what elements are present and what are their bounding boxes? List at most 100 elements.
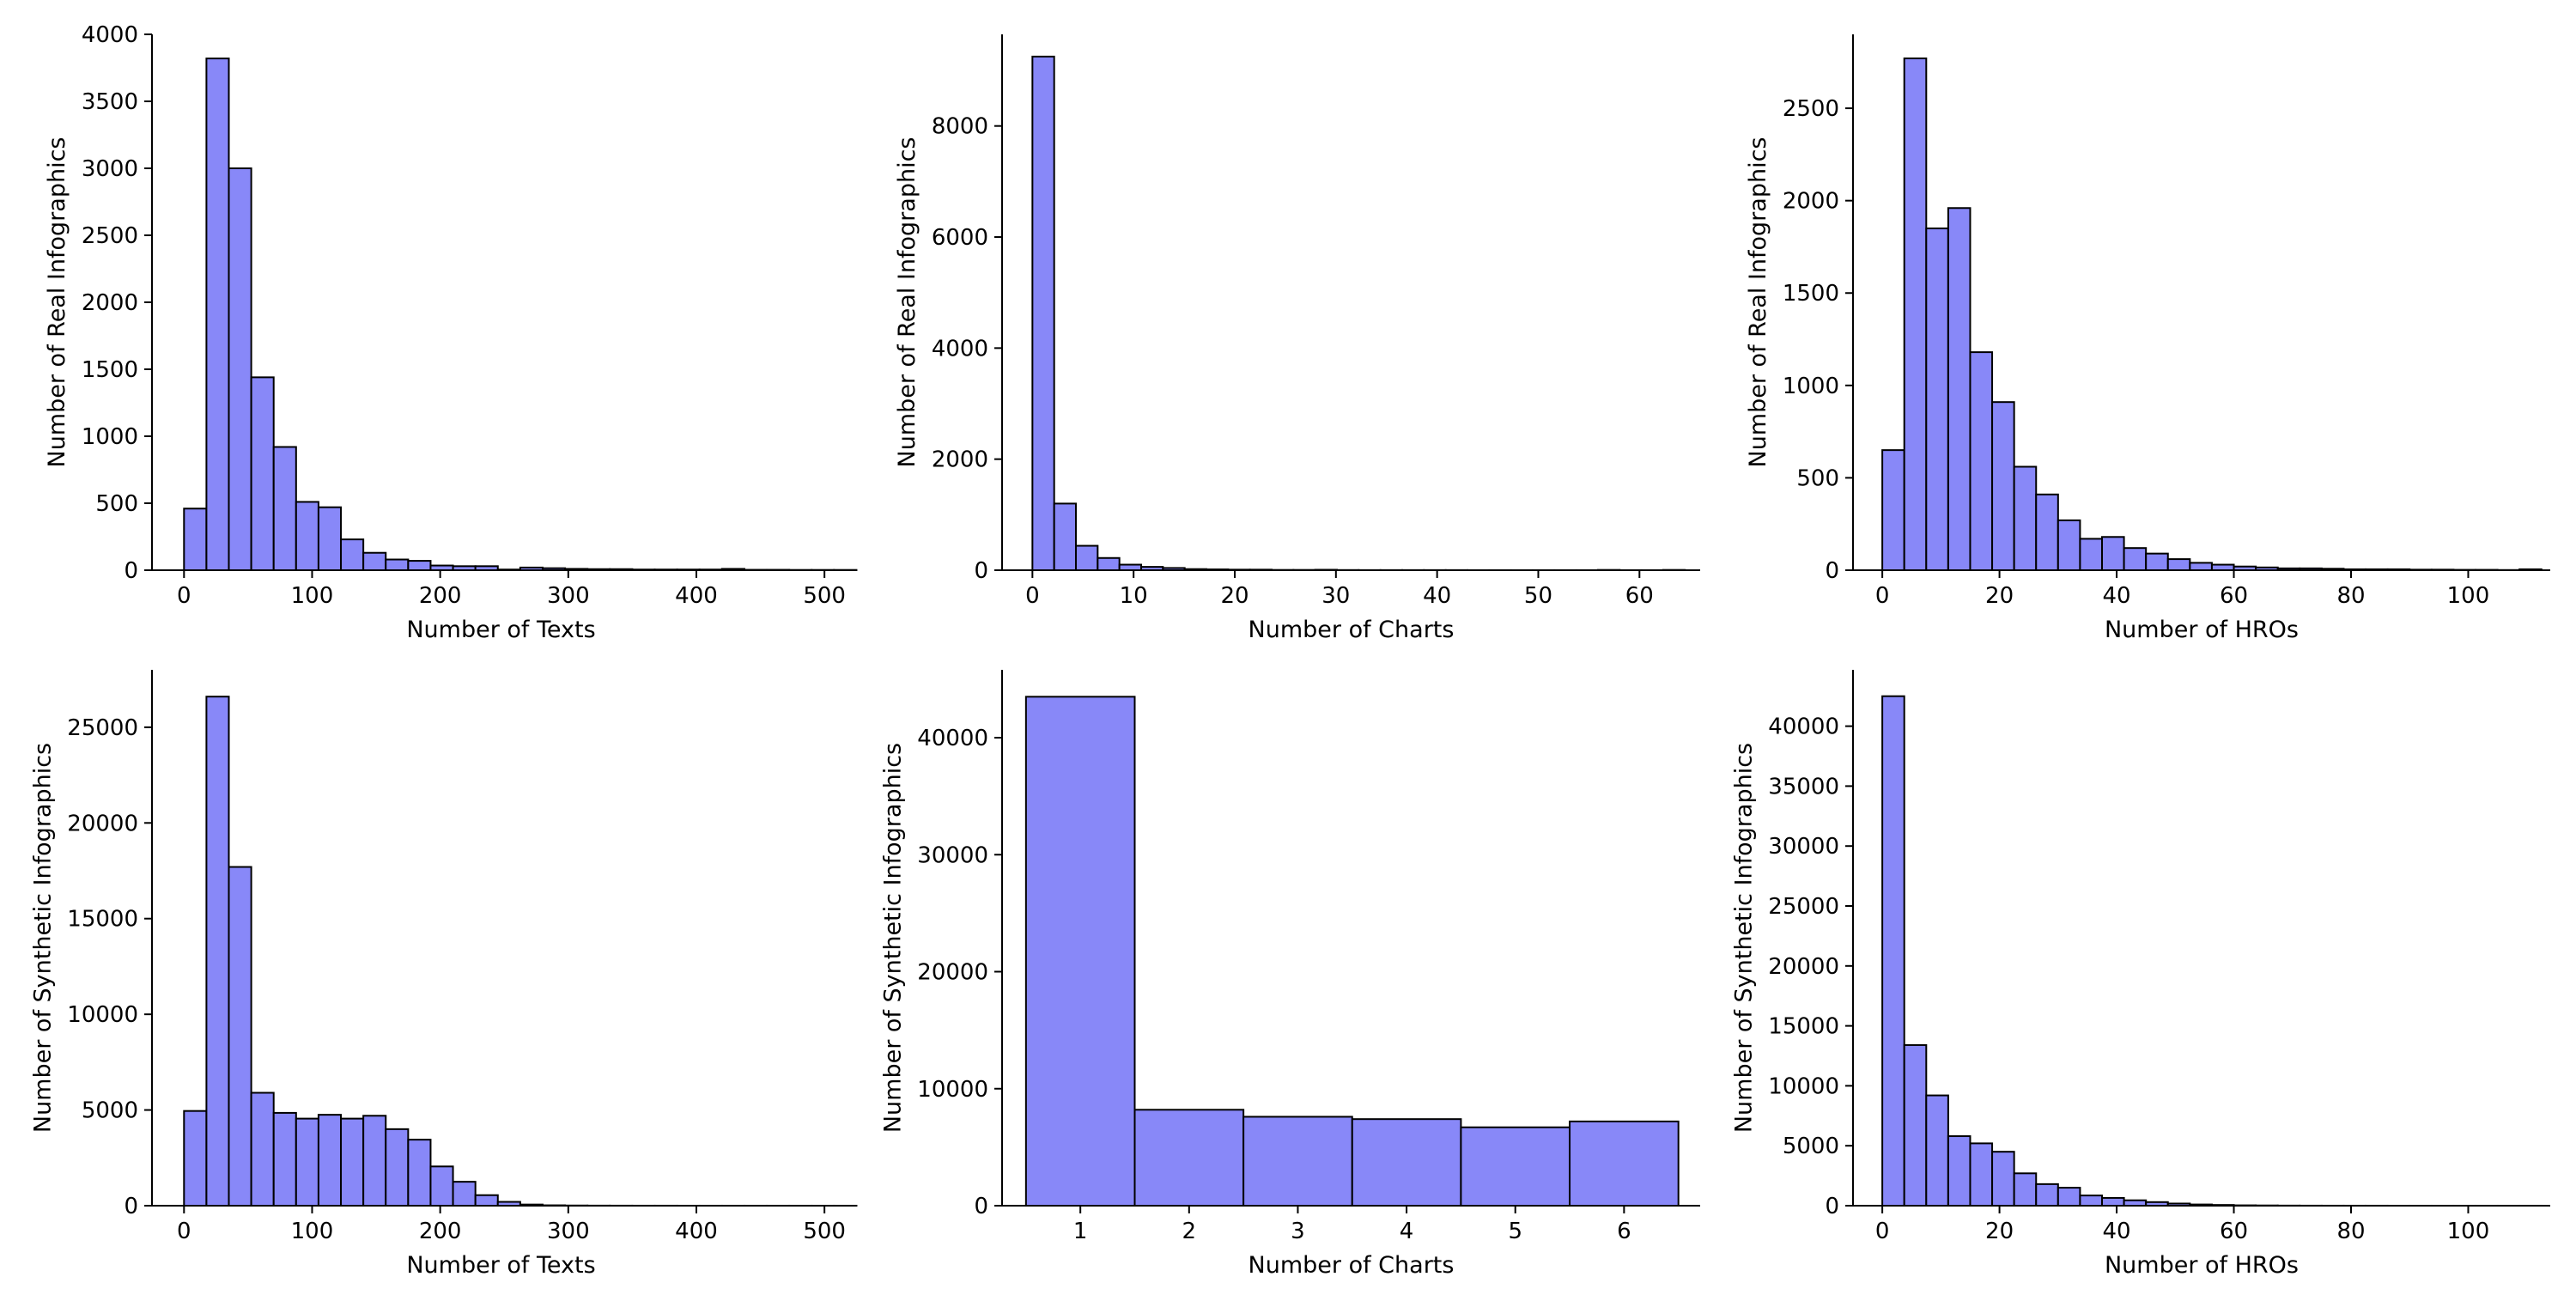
histogram-bar xyxy=(362,551,387,571)
x-tick-label: 20 xyxy=(1985,583,2014,609)
x-tick-label: 50 xyxy=(1524,583,1552,609)
y-tick-label: 1500 xyxy=(1783,281,1839,307)
histogram-bar xyxy=(205,696,230,1207)
x-tick-label: 4 xyxy=(1400,1219,1414,1244)
histogram-bar xyxy=(250,1091,275,1207)
histogram-bar xyxy=(2166,558,2191,572)
histogram-bar xyxy=(2079,1195,2103,1207)
y-tick-label: 40000 xyxy=(917,726,988,751)
x-tick-label: 0 xyxy=(1025,583,1040,609)
histogram-bar xyxy=(1024,696,1136,1207)
histogram-bar xyxy=(2013,465,2038,571)
histogram-bar xyxy=(272,1111,297,1207)
x-tick-label: 100 xyxy=(291,1219,334,1244)
histogram-bar xyxy=(2057,1187,2081,1207)
x-tick-label: 40 xyxy=(2103,583,2131,609)
chart-panel-1: 0 100 200 300 400 500 0 500 1000 1500 2000 2500 3000… xyxy=(44,22,858,643)
y-tick-label: 6000 xyxy=(932,225,988,251)
y-tick-label: 15000 xyxy=(67,907,138,933)
histogram-bar xyxy=(1097,556,1121,572)
histogram-bar xyxy=(407,560,432,572)
x-tick-label: 400 xyxy=(675,583,718,609)
y-tick-label: 500 xyxy=(95,491,138,517)
y-tick-label: 1000 xyxy=(82,424,138,450)
y-axis-label: Number of Synthetic Infographics xyxy=(30,743,57,1133)
histogram-bar xyxy=(1925,1094,1949,1207)
x-tick-label: 40 xyxy=(1423,583,1451,609)
x-tick-label: 500 xyxy=(803,1219,846,1244)
x-tick-label: 6 xyxy=(1617,1219,1631,1244)
y-tick-label: 20000 xyxy=(67,811,138,836)
histogram-bar xyxy=(295,501,319,571)
histogram-bar xyxy=(362,1115,387,1207)
x-axis-label: Number of HROs xyxy=(2105,1252,2299,1279)
y-tick-label: 8000 xyxy=(932,114,988,140)
y-axis-label: Number of Real Infographics xyxy=(1745,137,1771,468)
x-tick-label: 80 xyxy=(2336,583,2365,609)
histogram-bar xyxy=(2189,562,2213,572)
histogram-bar xyxy=(317,1114,343,1207)
histogram-bar xyxy=(407,1139,432,1207)
histogram-bar xyxy=(250,376,275,571)
x-tick-label: 100 xyxy=(2447,1219,2490,1244)
y-tick-label: 0 xyxy=(974,1194,988,1219)
y-tick-label: 0 xyxy=(974,558,988,584)
histogram-bar xyxy=(385,558,410,572)
histogram-bar xyxy=(340,538,365,571)
y-tick-label: 25000 xyxy=(1768,894,1839,920)
x-tick-label: 1 xyxy=(1073,1219,1088,1244)
y-tick-label: 2500 xyxy=(82,223,138,249)
histogram-bar xyxy=(2101,1196,2125,1207)
y-axis-label: Number of Synthetic Infographics xyxy=(1731,743,1758,1133)
x-tick-label: 60 xyxy=(2220,1219,2248,1244)
chart-panel-5: 1 2 3 4 5 6 0 10000 20000 30000 40000 Number of Cha… xyxy=(880,670,1700,1279)
histogram-bar xyxy=(2057,519,2081,572)
y-tick-label: 3000 xyxy=(82,156,138,182)
y-tick-label: 4000 xyxy=(932,336,988,362)
histogram-bar xyxy=(1075,544,1099,571)
x-tick-label: 200 xyxy=(419,583,462,609)
chart-panel-6: 0 20 40 60 80 100 0 5000 10000 15000 20000 25000 300… xyxy=(1731,670,2550,1279)
y-tick-label: 500 xyxy=(1796,465,1839,491)
histogram-bar xyxy=(2035,1183,2059,1207)
histogram-bar xyxy=(1242,1116,1353,1207)
y-tick-label: 2000 xyxy=(932,447,988,473)
histogram-bar xyxy=(1991,401,2015,571)
x-tick-label: 0 xyxy=(177,1219,191,1244)
y-tick-label: 4000 xyxy=(82,22,138,48)
x-axis-label: Number of Charts xyxy=(1249,617,1455,643)
y-tick-label: 3500 xyxy=(82,89,138,115)
histogram-bar xyxy=(205,58,230,571)
histogram-bar xyxy=(1133,1109,1245,1207)
x-tick-label: 2 xyxy=(1182,1219,1197,1244)
y-tick-label: 2500 xyxy=(1783,96,1839,122)
histogram-bar xyxy=(1569,1120,1680,1207)
y-axis-label: Number of Real Infographics xyxy=(44,137,70,468)
histogram-bar xyxy=(183,508,208,571)
x-tick-label: 200 xyxy=(419,1219,462,1244)
histogram-bar xyxy=(1903,57,1928,572)
chart-panel-4: 0 100 200 300 400 500050001000015000200002500… xyxy=(30,670,858,1279)
x-tick-label: 300 xyxy=(547,1219,590,1244)
histogram-bar xyxy=(2013,1172,2038,1207)
x-axis-label: Number of Charts xyxy=(1249,1252,1455,1279)
histogram-bar xyxy=(183,1110,208,1207)
y-tick-label: 20000 xyxy=(917,960,988,986)
y-axis-label: Number of Real Infographics xyxy=(894,137,920,468)
x-tick-label: 0 xyxy=(177,583,191,609)
x-tick-label: 80 xyxy=(2336,1219,2365,1244)
histogram-bar xyxy=(452,1181,477,1207)
y-tick-label: 0 xyxy=(1825,1194,1839,1219)
y-tick-label: 1500 xyxy=(82,357,138,383)
histogram-bar xyxy=(317,506,343,571)
x-axis-label: Number of HROs xyxy=(2105,617,2299,643)
y-tick-label: 30000 xyxy=(917,842,988,868)
x-tick-label: 60 xyxy=(1625,583,1654,609)
histogram-bar xyxy=(1903,1043,1928,1207)
x-tick-label: 0 xyxy=(1875,1219,1890,1244)
histogram-bar xyxy=(429,1165,454,1207)
y-tick-label: 5000 xyxy=(1783,1134,1839,1159)
histogram-bar xyxy=(1351,1118,1462,1207)
x-axis-label: Number of Texts xyxy=(406,617,595,643)
